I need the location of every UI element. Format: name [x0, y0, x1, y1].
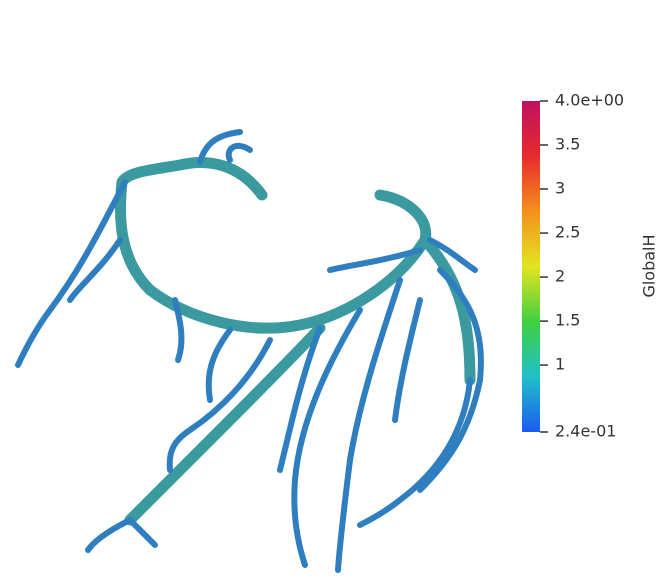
- tick-label: 2.5: [555, 223, 580, 242]
- colorbar-title: GlobalH: [640, 234, 659, 297]
- tick-label: 3: [555, 179, 565, 198]
- tick-label: 4.0e+00: [555, 91, 624, 110]
- tick-label: 3.5: [555, 135, 580, 154]
- tick-label: 2: [555, 267, 565, 286]
- tick-label: 1: [555, 355, 565, 374]
- colorbar: [522, 101, 540, 432]
- vessels: [15, 129, 484, 573]
- tick-label: 1.5: [555, 311, 580, 330]
- tick-label: 2.4e-01: [555, 422, 616, 441]
